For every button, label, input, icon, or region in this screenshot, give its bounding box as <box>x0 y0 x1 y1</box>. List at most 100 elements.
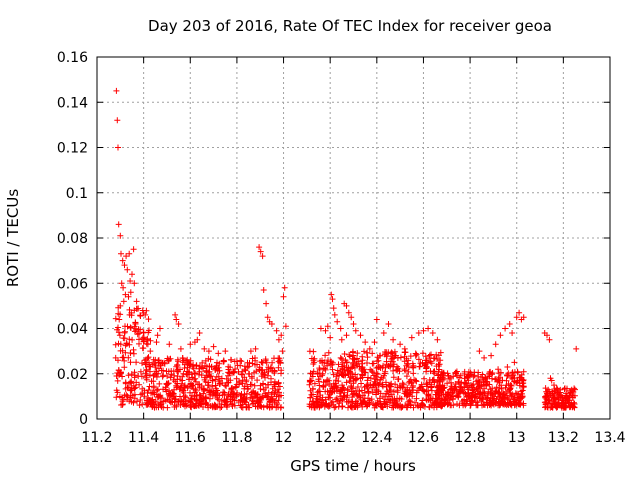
data-point <box>136 381 143 388</box>
data-point <box>154 386 161 393</box>
data-point <box>386 393 393 400</box>
data-point <box>174 368 180 374</box>
y-tick-label: 0.1 <box>66 186 88 202</box>
x-tick-label: 11.2 <box>81 430 112 446</box>
data-point <box>186 361 193 368</box>
data-point <box>263 300 270 307</box>
data-point <box>341 393 348 400</box>
data-point <box>126 250 133 257</box>
data-point <box>117 302 124 309</box>
data-point <box>251 382 258 389</box>
data-point <box>144 341 151 348</box>
data-point <box>542 394 549 401</box>
data-point <box>390 388 397 395</box>
data-point <box>371 339 378 346</box>
data-point <box>439 400 445 407</box>
data-point <box>129 336 136 343</box>
data-point <box>257 248 264 255</box>
data-point <box>562 404 569 411</box>
data-point <box>436 361 443 368</box>
data-point <box>352 376 359 383</box>
data-point <box>242 367 249 374</box>
data-point <box>154 387 160 394</box>
data-point <box>410 404 417 411</box>
data-point <box>184 356 191 363</box>
data-point <box>517 374 524 381</box>
data-point <box>137 391 144 398</box>
data-point <box>189 363 196 370</box>
data-point <box>371 381 378 388</box>
data-point <box>316 378 322 385</box>
data-point <box>114 389 121 396</box>
data-point <box>452 369 459 376</box>
data-point <box>319 372 326 379</box>
data-point <box>147 348 154 355</box>
data-point <box>350 359 357 366</box>
data-point <box>334 398 341 405</box>
data-point <box>125 293 132 300</box>
data-point <box>374 354 381 361</box>
data-point <box>256 244 263 251</box>
data-point <box>548 404 555 410</box>
data-point <box>343 359 350 366</box>
data-point <box>475 369 482 376</box>
data-point <box>278 332 285 339</box>
data-point <box>404 404 411 411</box>
data-point <box>225 379 232 386</box>
data-point <box>158 395 165 402</box>
data-point <box>379 404 385 410</box>
data-point <box>358 360 365 367</box>
data-point <box>429 330 436 336</box>
data-point <box>487 386 494 393</box>
data-point <box>391 395 398 402</box>
data-point <box>177 384 184 391</box>
data-point <box>423 397 430 404</box>
data-point <box>237 357 244 364</box>
data-point <box>383 358 390 365</box>
data-point <box>146 363 153 370</box>
data-point <box>419 350 426 357</box>
data-point <box>362 339 369 346</box>
data-point <box>428 387 435 394</box>
data-point <box>188 381 194 388</box>
data-point <box>493 376 500 383</box>
data-point <box>354 362 361 369</box>
data-point <box>274 400 281 407</box>
data-point <box>458 379 465 386</box>
x-tick-label: 11.6 <box>175 430 206 446</box>
data-point <box>275 404 282 411</box>
data-point <box>252 355 258 361</box>
data-point <box>144 335 151 342</box>
data-point <box>418 381 425 388</box>
data-point <box>415 402 421 409</box>
data-point <box>280 293 287 300</box>
data-point <box>244 359 251 366</box>
data-point <box>405 368 412 375</box>
data-point <box>125 384 132 391</box>
data-point <box>434 336 441 343</box>
data-point <box>146 327 152 334</box>
data-point <box>390 374 397 381</box>
data-point <box>471 372 478 379</box>
data-point <box>445 373 452 379</box>
data-point <box>249 375 255 382</box>
data-point <box>233 375 240 382</box>
data-point <box>254 377 261 384</box>
data-point <box>354 402 361 409</box>
data-point <box>231 391 238 398</box>
data-point <box>210 403 217 410</box>
y-tick-label: 0.06 <box>57 276 88 292</box>
data-point <box>212 366 219 373</box>
data-point <box>272 387 279 394</box>
data-point <box>364 382 371 389</box>
data-point <box>511 359 518 366</box>
data-point <box>136 340 142 347</box>
data-point <box>326 402 333 409</box>
data-point <box>385 363 392 369</box>
data-point <box>130 350 137 357</box>
data-point <box>406 397 413 404</box>
data-point <box>502 384 509 391</box>
data-point <box>325 349 332 356</box>
data-point <box>243 390 250 397</box>
data-point <box>359 372 366 379</box>
